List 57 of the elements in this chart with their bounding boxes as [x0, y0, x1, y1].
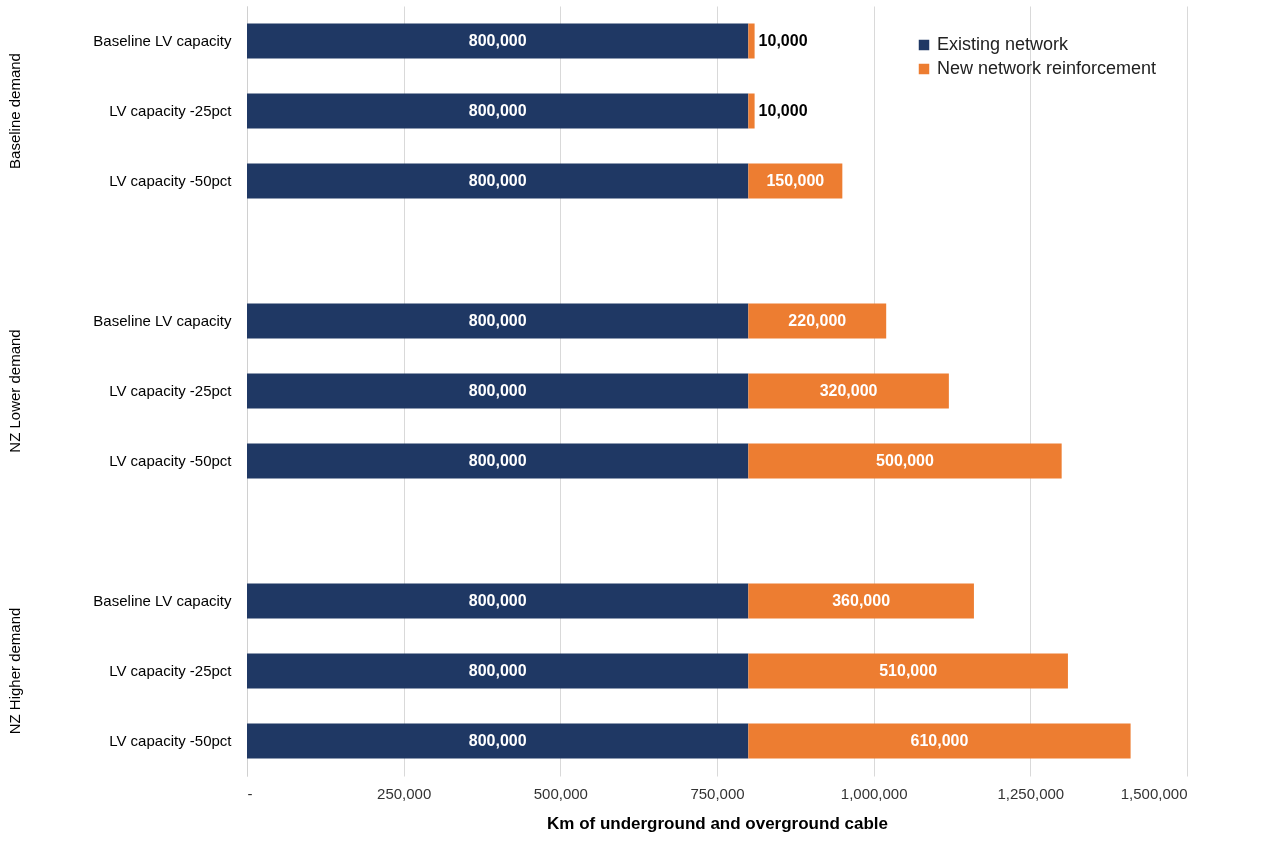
x-tick-label: 250,000	[377, 784, 432, 802]
bar	[247, 163, 749, 199]
bar	[247, 583, 749, 619]
bar	[247, 653, 749, 689]
x-tick-label: 1,500,000	[1120, 784, 1188, 802]
text: NZ Higher demand	[6, 607, 23, 735]
text: Baseline demand	[6, 53, 23, 169]
x-axis-title: Km of underground and overground cable	[547, 813, 888, 833]
legend-label: New network reinforcement	[937, 58, 1157, 78]
y-tick-label: LV capacity -25pct	[109, 662, 233, 679]
bar	[247, 723, 749, 759]
y-tick-label: LV capacity -50pct	[109, 172, 233, 189]
text: NZ Lower demand	[6, 329, 23, 453]
bar	[748, 93, 755, 129]
bar	[247, 303, 749, 339]
data-label: 800,000	[468, 102, 527, 119]
legend-label: Existing network	[937, 34, 1070, 54]
x-tick-label: 1,000,000	[840, 784, 908, 802]
y-tick-label: Baseline LV capacity	[93, 312, 232, 329]
data-label: 800,000	[468, 32, 527, 49]
x-tick-label: -	[247, 784, 253, 802]
bar	[748, 583, 974, 619]
data-label: 610,000	[910, 732, 969, 749]
y-tick-label: LV capacity -50pct	[109, 452, 233, 469]
y-tick-label: LV capacity -25pct	[109, 382, 233, 399]
bar	[247, 443, 749, 479]
data-label: 800,000	[468, 662, 527, 679]
bar	[247, 373, 749, 409]
x-tick-label: 500,000	[533, 784, 588, 802]
data-label: 10,000	[758, 32, 808, 49]
x-tick-label: 750,000	[690, 784, 745, 802]
bar	[247, 93, 749, 129]
data-label: 220,000	[788, 312, 847, 329]
bar	[748, 723, 1131, 759]
data-label: 10,000	[758, 102, 808, 119]
bar	[748, 443, 1062, 479]
bar	[748, 653, 1068, 689]
data-label: 500,000	[876, 452, 935, 469]
data-label: 320,000	[819, 382, 878, 399]
y-tick-label: Baseline LV capacity	[93, 32, 232, 49]
y-tick-label: LV capacity -25pct	[109, 102, 233, 119]
bar	[247, 23, 749, 59]
x-tick-label: 1,250,000	[997, 784, 1065, 802]
data-label: 510,000	[879, 662, 938, 679]
bar	[748, 23, 755, 59]
data-label: 800,000	[468, 382, 527, 399]
bar	[748, 373, 949, 409]
bar	[748, 303, 887, 339]
data-label: 800,000	[468, 452, 527, 469]
data-label: 800,000	[468, 312, 527, 329]
y-tick-label: LV capacity -50pct	[109, 732, 233, 749]
data-label: 360,000	[832, 592, 891, 609]
data-label: 800,000	[468, 592, 527, 609]
data-label: 800,000	[468, 172, 527, 189]
y-tick-label: Baseline LV capacity	[93, 592, 232, 609]
data-label: 150,000	[766, 172, 825, 189]
data-label: 800,000	[468, 732, 527, 749]
